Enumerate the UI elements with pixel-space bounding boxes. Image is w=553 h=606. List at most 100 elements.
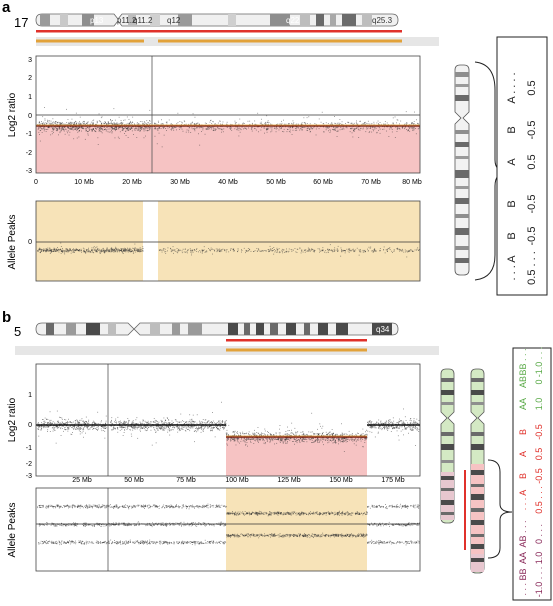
genotype-label: AA xyxy=(518,552,528,564)
panel-b-letter: b xyxy=(2,309,11,326)
band-label-q34: q34 xyxy=(376,325,390,334)
xtick: 175 Mb xyxy=(381,477,404,484)
panel-a-red-segment-bar xyxy=(36,30,402,33)
ytick: 0 xyxy=(28,113,32,120)
xtick: 150 Mb xyxy=(329,477,352,484)
genotype-value: 0 xyxy=(534,379,544,384)
genotype-value: 0 . . . xyxy=(534,524,544,544)
ytick: -1 xyxy=(26,445,32,452)
genotype-value: -1.0 . . . xyxy=(534,567,544,598)
panel-a-log2-ylabel: Log2 ratio xyxy=(7,92,18,137)
panel-a-allele-ytick: 0 xyxy=(28,239,32,246)
genotype-value: 0.5 . . . xyxy=(526,251,538,285)
genotype-label: AB . . . xyxy=(518,520,528,547)
genotype-value: 0.5 xyxy=(526,154,538,169)
panel-a-genotype-box xyxy=(496,36,548,296)
panel-a-orange-segment-left xyxy=(36,39,144,43)
panel-b-genotype-list: . . . BB -1.0 . . . AA 1.0 AB . . . 0 . . . . … xyxy=(518,347,544,598)
panel-a-xticks: 0 10 Mb 20 Mb 30 Mb 40 Mb 50 Mb 60 Mb 70… xyxy=(34,179,422,186)
panel-a-orange-segment-right xyxy=(158,39,402,43)
band-label-p13: p13 xyxy=(90,16,104,25)
xtick: 70 Mb xyxy=(361,179,381,186)
genotype-label: . . . A xyxy=(518,490,528,511)
genotype-label: B xyxy=(506,200,518,207)
genotype-label: B xyxy=(506,232,518,239)
band-label-p11-2: p11.2 xyxy=(117,16,137,25)
panel-b-log2-plot xyxy=(35,363,421,477)
genotype-label: A . . . . xyxy=(506,72,518,103)
genotype-label: A xyxy=(518,451,528,457)
genotype-value: 1.0 xyxy=(534,398,544,411)
xtick: 100 Mb xyxy=(225,477,248,484)
genotype-value: 0.5 . . . xyxy=(534,486,544,514)
genotype-value: 0.5 xyxy=(534,448,544,461)
genotype-label: B xyxy=(506,126,518,133)
panel-b-vertical-chr5-normal xyxy=(440,368,455,524)
panel-a-letter: a xyxy=(2,0,11,16)
ytick: -3 xyxy=(26,168,32,175)
panel-a-vertical-chr17 xyxy=(454,64,470,276)
xtick: 20 Mb xyxy=(122,179,142,186)
xtick: 25 Mb xyxy=(72,477,92,484)
chr5-ideogram xyxy=(35,322,399,336)
chr17-ideogram xyxy=(35,13,399,27)
ytick: 1 xyxy=(28,392,32,399)
ytick: -2 xyxy=(26,150,32,157)
genotype-value: 1.0 xyxy=(534,552,544,565)
xtick: 50 Mb xyxy=(266,179,286,186)
xtick: 30 Mb xyxy=(170,179,190,186)
panel-b-allele-ylabel: Allele Peaks xyxy=(7,502,18,557)
xtick: 0 xyxy=(34,179,38,186)
genotype-value: -0.5 xyxy=(526,227,538,246)
genotype-value: -0.5 xyxy=(534,468,544,484)
panel-b-xticks: 25 Mb 50 Mb 75 Mb 100 Mb 125 Mb 150 Mb 1… xyxy=(72,477,405,484)
xtick: 60 Mb xyxy=(313,179,333,186)
panel-b-orange-segment xyxy=(226,348,367,352)
genotype-label: AA xyxy=(518,398,528,410)
genotype-value: -0.5 xyxy=(526,121,538,140)
genotype-value: -0.5 xyxy=(526,195,538,214)
panel-b-brace xyxy=(487,459,513,559)
band-label-q25-3: q25.3 xyxy=(372,16,393,25)
band-label-q11-2: q11.2 xyxy=(133,16,153,25)
genotype-value: -1.0 . . . xyxy=(534,347,544,378)
xtick: 10 Mb xyxy=(74,179,94,186)
ytick: -2 xyxy=(26,461,32,468)
xtick: 125 Mb xyxy=(277,477,300,484)
band-label-q22: q22 xyxy=(286,16,300,25)
panel-b-allele-plot xyxy=(35,487,421,572)
xtick: 80 Mb xyxy=(402,179,422,186)
panel-a-genotype-list: . . . A 0.5 . . . B -0.5 B -0.5 A 0.5 B -0.5 A . .… xyxy=(506,72,538,284)
genotype-label: B xyxy=(518,429,528,435)
genotype-value: 0.5 xyxy=(526,80,538,95)
ytick: 2 xyxy=(28,75,32,82)
panel-a-chromosome-number: 17 xyxy=(14,15,28,30)
band-label-q12: q12 xyxy=(167,16,181,25)
genotype-label: A xyxy=(506,158,518,166)
genotype-label: . . . A xyxy=(506,255,518,281)
genotype-label: AB xyxy=(518,376,528,388)
genotype-label: B xyxy=(518,473,528,479)
ytick: 1 xyxy=(28,94,32,101)
panel-a-log2-plot xyxy=(35,55,421,174)
panel-b-genotype-box xyxy=(512,347,552,601)
ytick: 3 xyxy=(28,57,32,64)
panel-a-log2-yticks: 3 2 1 0 -1 -2 -3 xyxy=(26,57,32,175)
panel-b-loss-marker xyxy=(464,470,466,550)
genotype-label: . . . BB xyxy=(518,568,528,595)
genotype-label: BB . . . xyxy=(518,348,528,375)
panel-b-log2-yticks: 1 0 -1 -2 -3 xyxy=(26,392,32,480)
xtick: 40 Mb xyxy=(218,179,238,186)
panel-b-chromosome-number: 5 xyxy=(14,324,21,339)
xtick: 75 Mb xyxy=(176,477,196,484)
panel-b-vertical-chr5-affected xyxy=(470,368,485,574)
ytick: -3 xyxy=(26,473,32,480)
genotype-value: -0.5 xyxy=(534,424,544,440)
panel-b-log2-ylabel: Log2 ratio xyxy=(7,397,18,442)
panel-a-allele-ylabel: Allele Peaks xyxy=(7,214,18,269)
xtick: 50 Mb xyxy=(124,477,144,484)
ytick: -1 xyxy=(26,131,32,138)
ytick: 0 xyxy=(28,422,32,429)
panel-b-red-segment-bar xyxy=(226,339,367,342)
